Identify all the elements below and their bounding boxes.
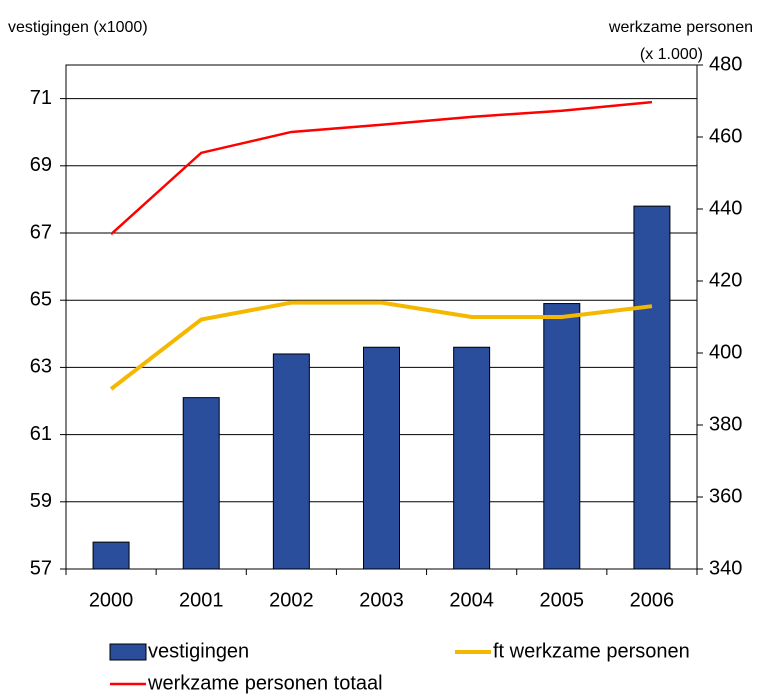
x-tick-label: 2002 [269,589,314,611]
x-tick-label: 2003 [359,589,404,611]
y-tick-label: 63 [30,356,52,378]
y-tick-label: 67 [30,221,52,243]
y2-tick-label: 480 [709,53,742,75]
y2-tick-label: 440 [709,197,742,219]
x-tick-label: 2001 [179,589,224,611]
bar [543,303,581,570]
legend-label: ft werkzame personen [493,640,690,662]
y-axis-title: vestigingen (x1000) [8,19,148,36]
bar [633,205,671,570]
line [109,300,653,391]
y2-tick-label: 340 [709,557,742,579]
y2-tick-label: 400 [709,341,742,363]
y-tick-label: 71 [30,87,52,109]
x-tick-label: 2000 [89,589,134,611]
bar [453,346,491,570]
y-tick-label: 69 [30,154,52,176]
bar [92,541,130,570]
y-tick-label: 65 [30,288,52,310]
y2-tick-label: 380 [709,413,742,435]
x-tick-label: 2006 [630,589,675,611]
legend-label: vestigingen [148,640,249,662]
legend-label: werkzame personen totaal [147,672,383,694]
y2-axis-title: (x 1.000) [640,46,703,63]
y2-tick-label: 360 [709,485,742,507]
bar [272,353,310,570]
plot-frame [65,64,698,570]
y2-axis-title: werkzame personen [608,19,753,36]
y2-tick-label: 420 [709,269,742,291]
y2-tick-label: 460 [709,125,742,147]
y-tick-label: 59 [30,490,52,512]
line [110,100,653,236]
x-tick-label: 2005 [540,589,585,611]
y-tick-label: 57 [30,557,52,579]
x-tick-label: 2004 [449,589,494,611]
legend-swatch [109,643,147,661]
y-tick-label: 61 [30,423,52,445]
bar [182,397,220,570]
bar [363,346,400,570]
